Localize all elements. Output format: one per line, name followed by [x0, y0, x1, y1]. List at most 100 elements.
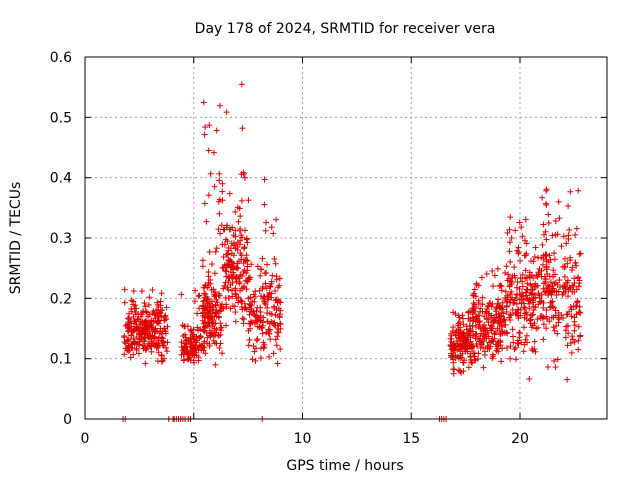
data-point: [519, 271, 526, 278]
data-point: [164, 348, 171, 355]
data-point: [220, 305, 227, 312]
data-point: [539, 315, 546, 322]
data-point: [524, 280, 531, 287]
data-point: [212, 361, 219, 368]
data-point: [263, 329, 270, 336]
data-point: [201, 340, 208, 347]
data-point: [498, 283, 505, 290]
data-point: [196, 334, 203, 341]
data-point: [483, 335, 490, 342]
data-point: [235, 218, 242, 225]
data-point: [555, 288, 562, 295]
data-point: [574, 298, 581, 305]
data-point: [505, 271, 512, 278]
data-point: [251, 348, 258, 355]
data-point: [533, 325, 540, 332]
data-point: [550, 357, 557, 364]
data-point: [217, 307, 224, 314]
data-point: [519, 283, 526, 290]
data-point: [222, 294, 229, 301]
data-point: [219, 264, 226, 271]
data-point: [460, 321, 467, 328]
data-point: [464, 332, 471, 339]
data-point: [516, 329, 523, 336]
data-point: [469, 322, 476, 329]
data-point: [267, 336, 274, 343]
data-point: [571, 318, 578, 325]
data-point: [151, 335, 158, 342]
data-point: [135, 316, 142, 323]
data-point: [514, 340, 521, 347]
data-point: [542, 228, 549, 235]
grid-lines: [85, 57, 607, 419]
data-point: [190, 347, 197, 354]
data-point: [242, 277, 249, 284]
data-point: [553, 322, 560, 329]
data-point: [196, 305, 203, 312]
data-point: [539, 194, 546, 201]
data-point: [526, 375, 533, 382]
data-point: [261, 201, 268, 208]
data-point: [203, 218, 210, 225]
x-axis-label: GPS time / hours: [286, 458, 403, 474]
data-point: [131, 318, 138, 325]
data-point: [497, 337, 504, 344]
data-point: [472, 357, 479, 364]
data-point: [467, 338, 474, 345]
data-point: [450, 366, 457, 373]
data-point: [481, 348, 488, 355]
data-point: [196, 292, 203, 299]
data-point: [210, 149, 217, 156]
data-point: [575, 337, 582, 344]
data-point: [219, 197, 226, 204]
data-point: [199, 263, 206, 270]
data-point: [258, 266, 265, 273]
data-point: [507, 291, 514, 298]
data-point: [550, 267, 557, 274]
data-point: [502, 288, 509, 295]
data-point: [153, 342, 160, 349]
data-point: [561, 273, 568, 280]
data-point: [249, 298, 256, 305]
data-point: [202, 281, 209, 288]
data-point: [181, 323, 188, 330]
data-point: [471, 286, 478, 293]
data-point: [528, 324, 535, 331]
data-point: [496, 327, 503, 334]
data-point: [205, 192, 212, 199]
data-point: [213, 245, 220, 252]
data-point: [215, 332, 222, 339]
data-point: [148, 348, 155, 355]
data-point: [479, 301, 486, 308]
data-point: [569, 333, 576, 340]
data-point: [479, 294, 486, 301]
data-point: [528, 282, 535, 289]
data-point: [259, 284, 266, 291]
data-point: [575, 346, 582, 353]
data-point: [259, 322, 266, 329]
data-point: [212, 301, 219, 308]
data-point: [254, 336, 261, 343]
data-point: [507, 278, 514, 285]
data-point: [544, 316, 551, 323]
data-point: [160, 339, 167, 346]
data-point: [462, 336, 469, 343]
data-point: [518, 292, 525, 299]
data-point: [274, 360, 281, 367]
data-point: [490, 353, 497, 360]
data-point: [222, 279, 229, 286]
data-point: [463, 342, 470, 349]
data-point: [509, 333, 516, 340]
data-point: [178, 351, 185, 358]
data-point: [225, 277, 232, 284]
data-point: [221, 282, 228, 289]
data-point: [264, 304, 271, 311]
data-point: [274, 322, 281, 329]
data-point: [259, 330, 266, 337]
data-point: [150, 318, 157, 325]
data-point: [531, 253, 538, 260]
data-point: [575, 274, 582, 281]
data-point: [215, 313, 222, 320]
data-point: [139, 342, 146, 349]
data-point: [575, 283, 582, 290]
